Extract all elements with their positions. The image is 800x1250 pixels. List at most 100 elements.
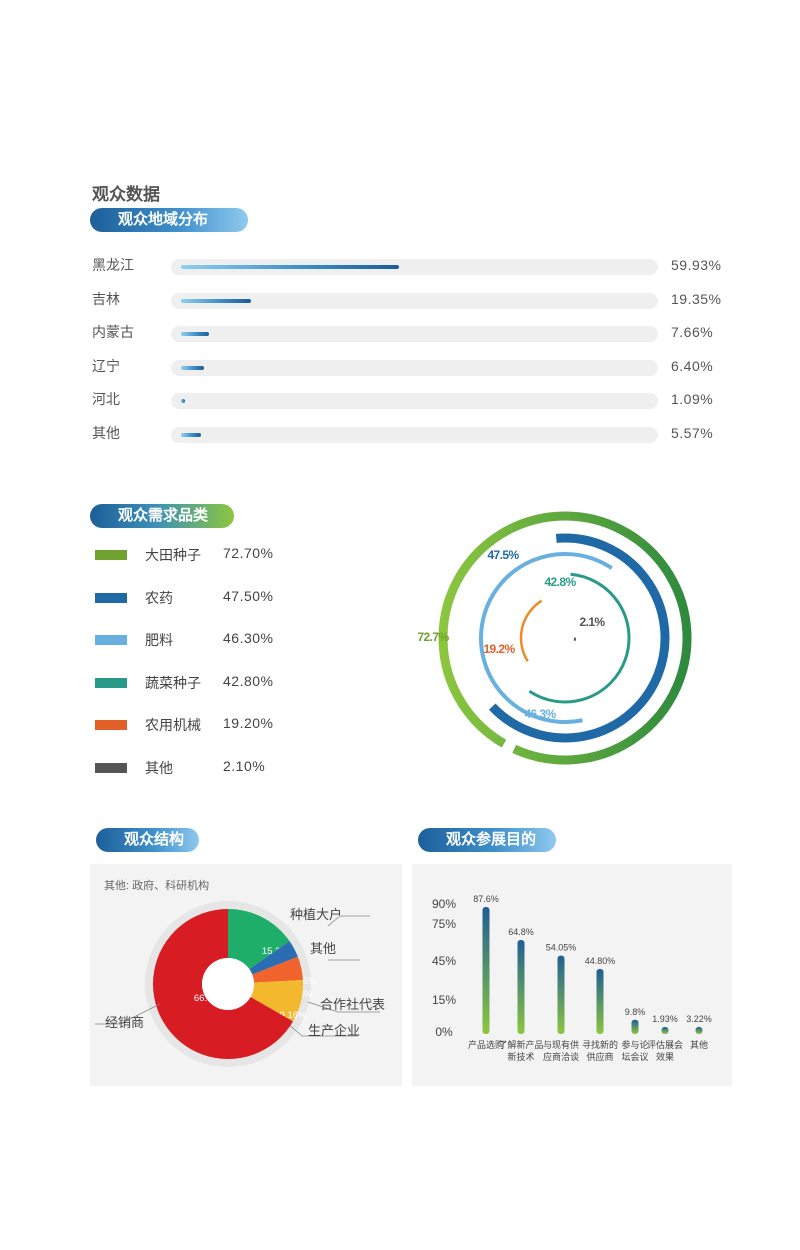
purpose-value-label: 87.6% [473,894,499,904]
y-tick-label: 90% [432,897,456,911]
region-name: 其他 [92,424,120,441]
legend-item: 蔬菜种子 42.80% [95,673,355,693]
legend-value: 19.20% [223,715,274,732]
legend-value: 42.80% [223,672,274,689]
purpose-category-label: 了解新产品 [498,1039,543,1050]
region-bar-track [171,359,658,376]
legend-item: 其他 2.10% [95,758,355,778]
region-value-label: 5.57% [671,424,714,441]
region-value-label: 6.40% [671,357,714,374]
region-bar-fill [181,432,202,437]
purpose-bar [631,1019,639,1034]
region-name: 内蒙古 [92,324,134,340]
region-row: 辽宁 6.40% [92,356,742,376]
region-value-label: 19.35% [671,290,722,307]
y-tick-label: 45% [432,954,456,968]
region-name: 辽宁 [92,357,120,374]
radial-label: 46.3% [524,707,556,721]
legend-value: 46.30% [223,630,274,647]
donut-slice [250,979,303,1022]
legend-swatch [95,720,127,731]
purpose-category-label: 供应商 [586,1051,613,1062]
region-bar-fill [181,298,252,303]
radial-label: 19.2% [483,642,515,656]
legend-swatch [95,677,127,688]
purpose-category-label: 与现有供 [543,1039,579,1050]
radial-arc-2 [479,552,613,724]
section-purpose-title: 观众参展目的 [418,828,556,852]
region-value-label: 1.09% [671,391,714,407]
legend-label: 其他 [145,760,173,776]
purpose-category-label: 效果 [656,1051,674,1062]
purpose-category-label: 新技术 [507,1051,534,1062]
region-value-label: 7.66% [671,324,714,340]
purpose-bar [482,907,490,1034]
purpose-category-label: 坛会议 [621,1051,648,1062]
region-row: 内蒙古 7.66% [92,322,742,342]
purpose-value-label: 54.05% [546,943,577,953]
radial-label: 47.5% [487,548,519,562]
region-row: 河北 1.09% [92,389,742,409]
donut-value-label: 9.16% [280,1010,307,1021]
radial-label: 2.1% [580,615,606,629]
legend-item: 农药 47.50% [95,588,355,608]
purpose-value-label: 9.8% [625,1007,646,1017]
donut-category-label: 合作社代表 [320,997,385,1012]
section-region-title: 观众地域分布 [90,208,248,232]
donut-slice [249,941,298,975]
legend-swatch [95,635,127,646]
section-structure-title: 观众结构 [96,828,199,852]
legend-swatch [95,550,127,560]
purpose-category-label: 其他 [690,1039,708,1050]
donut-category-label: 经销商 [105,1015,144,1030]
legend-label: 大田种子 [145,547,201,563]
region-value-label: 59.93% [671,257,722,273]
purpose-category-label: 寻找新的 [582,1039,618,1050]
donut-slice [252,956,303,983]
donut-callout-line [327,915,370,927]
region-bar-fill [181,399,185,403]
region-name: 吉林 [92,290,120,307]
region-row: 黑龙江 59.93% [92,255,742,275]
legend-item: 肥料 46.30% [95,630,355,650]
structure-pie-chart: 15.32%种植大户3.75%其他5.08%合作社代表9.16%生产企业66.6… [95,901,385,1067]
donut-callout-line [307,1001,380,1013]
purpose-bar [596,969,604,1034]
legend-swatch [95,592,127,603]
radial-arc-1 [488,533,670,743]
purpose-category-label: 应商洽谈 [543,1051,579,1062]
legend-label: 肥料 [145,632,173,649]
donut-slice [228,909,290,970]
donut-value-label: 3.75% [290,976,317,987]
legend-item: 农用机械 19.20% [95,715,355,735]
y-tick-label: 15% [432,993,456,1007]
region-bar-track [171,326,658,342]
purpose-category-label: 产品选购 [468,1039,504,1050]
purpose-panel [412,864,732,1086]
section-demand-title: 观众需求品类 [90,504,234,528]
radial-label: 72.7% [417,630,449,644]
region-bar-track [171,426,658,443]
purpose-value-label: 64.8% [508,927,534,937]
region-bar-fill [181,332,209,336]
donut-category-label: 种植大户 [290,907,342,922]
structure-note: 其他: 政府、科研机构 [104,880,210,892]
donut-callout-line [285,1021,358,1037]
legend-item: 大田种子 72.70% [95,545,355,565]
region-bar-track [171,259,658,275]
radial-arc-0 [438,511,692,765]
demand-radial-chart: 72.7% 47.5% 46.3% 42.8% 19.2% 2.1% [417,511,692,765]
region-name: 河北 [92,391,120,407]
region-bar-track [171,292,658,309]
donut-slice [153,909,294,1059]
region-row: 其他 5.57% [92,423,742,443]
purpose-bar [661,1027,669,1034]
purpose-value-label: 1.93% [652,1014,678,1024]
donut-hole [202,958,254,1010]
donut-category-label: 生产企业 [308,1023,360,1038]
purpose-category-label: 评估展会 [647,1039,683,1050]
page-title: 观众数据 [92,185,160,204]
legend-value: 72.70% [223,545,274,561]
radial-arc-3 [528,572,631,704]
